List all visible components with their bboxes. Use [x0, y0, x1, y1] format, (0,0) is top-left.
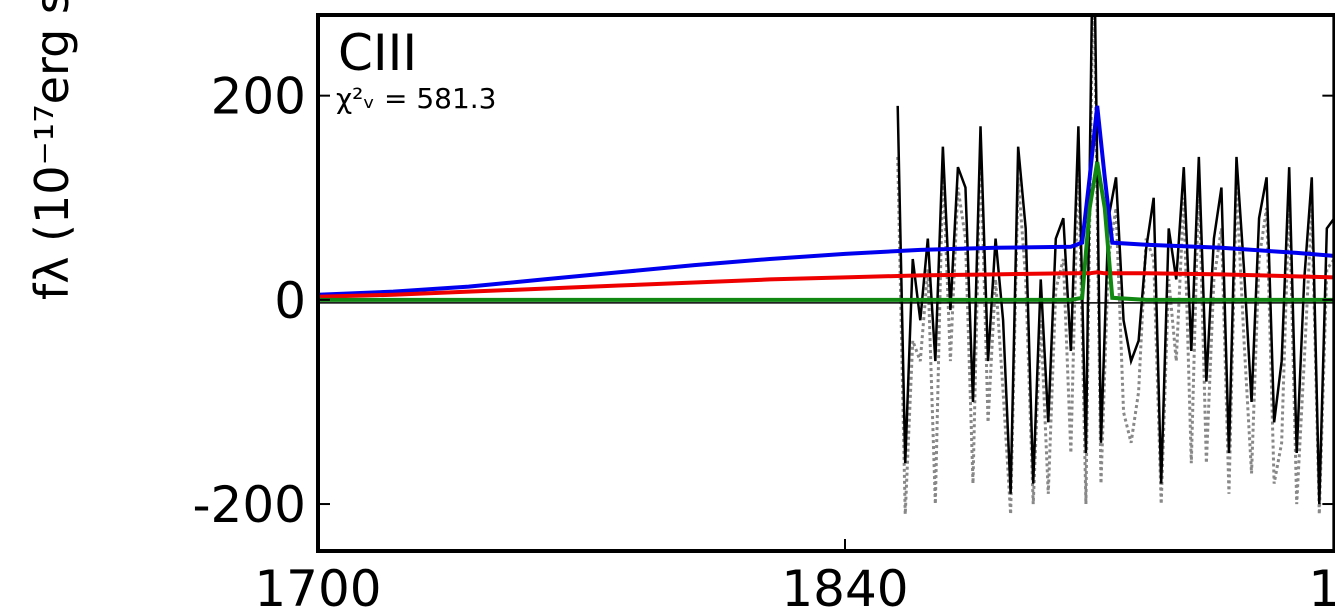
plot-area [318, 15, 1334, 515]
spectrum-line [896, 15, 1334, 505]
model-line [318, 105, 1334, 297]
x-tick-label: 1980 [1308, 560, 1335, 612]
plot-frame [316, 13, 1335, 553]
y-tick-label: -200 [193, 476, 306, 534]
y-tick-label: 200 [211, 68, 306, 126]
y-axis-label: fλ (10⁻¹⁷erg s⁻¹ cm⁻² Å⁻¹) [25, 0, 79, 300]
y-tick-label: 0 [274, 272, 306, 330]
model-line [318, 161, 1334, 302]
model-line [318, 270, 1334, 299]
stat-label: χ²ᵥ = 581.3 [336, 82, 497, 115]
annotation: CIII [338, 24, 417, 82]
x-tick-label: 1700 [254, 560, 381, 612]
x-tick-label: 1840 [781, 560, 908, 612]
